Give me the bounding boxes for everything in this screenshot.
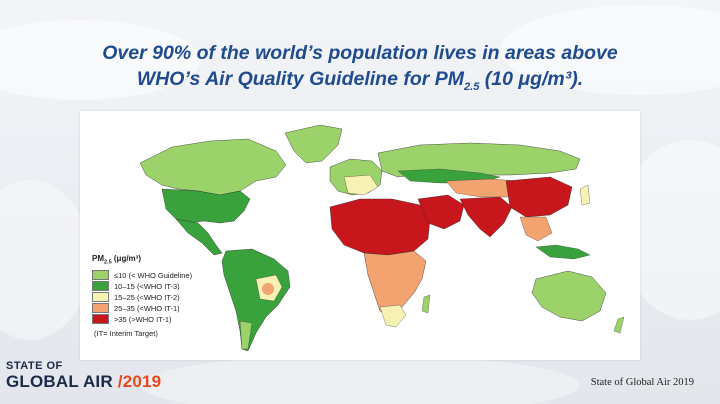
legend-label: 10–15 (<WHO IT-3)	[114, 281, 180, 291]
indonesia-region	[535, 244, 591, 260]
legend-title-subscript: 2.5	[104, 259, 112, 266]
logo-year: 2019	[122, 372, 162, 391]
australia-region	[531, 270, 607, 322]
south-america-region	[221, 248, 291, 352]
headline-line-2-prefix: WHO’s Air Quality Guideline for PM	[136, 68, 465, 90]
china-region	[505, 176, 573, 218]
southeast-asia-region	[519, 216, 553, 242]
usa-region	[161, 188, 251, 224]
legend-label: >35 (>WHO IT-1)	[114, 314, 172, 324]
central-europe-region	[343, 174, 379, 196]
new-zealand-region	[613, 316, 625, 334]
central-america-region	[175, 218, 223, 256]
legend-title: PM2.5 (μg/m³)	[92, 254, 192, 266]
legend-item: 10–15 (<WHO IT-3)	[92, 281, 192, 292]
legend-item: 15–25 (<WHO IT-2)	[92, 292, 192, 303]
legend-swatch	[92, 314, 109, 325]
legend-item: ≤10 (< WHO Guideline)	[92, 270, 192, 281]
legend-item: 25–35 (<WHO IT-1)	[92, 303, 192, 314]
southern-africa-region	[379, 304, 407, 328]
south-asia-region	[459, 196, 513, 238]
central-africa-region	[363, 250, 427, 318]
logo-line-1: STATE OF	[6, 360, 63, 372]
legend-title-prefix: PM	[92, 254, 104, 263]
japan-region	[579, 184, 591, 206]
pm25-world-map-panel: PM2.5 (μg/m³) ≤10 (< WHO Guideline) 10–1…	[80, 111, 640, 360]
logo-slash: /	[117, 372, 123, 391]
logo-line-2: GLOBAL AIR /2019	[6, 372, 161, 391]
south-america-southern-region	[239, 320, 253, 350]
greenland-region	[284, 124, 343, 164]
legend-swatch	[92, 292, 109, 303]
madagascar-region	[421, 294, 431, 314]
north-africa-region	[329, 198, 431, 256]
headline-line-2-suffix: (10 μg/m³).	[479, 68, 584, 90]
world-map	[139, 124, 625, 352]
headline-line-2: WHO’s Air Quality Guideline for PM2.5 (1…	[0, 66, 720, 100]
legend-swatch	[92, 281, 109, 292]
middle-east-region	[417, 194, 465, 230]
state-of-global-air-logo: STATE OF GLOBAL AIR /2019	[6, 360, 161, 392]
source-credit: State of Global Air 2019	[590, 377, 694, 388]
legend-title-unit: (μg/m³)	[111, 254, 141, 263]
legend-item: >35 (>WHO IT-1)	[92, 314, 192, 325]
south-america-fire-spot	[262, 283, 274, 295]
headline: Over 90% of the world’s population lives…	[0, 40, 720, 100]
legend-label: 15–25 (<WHO IT-2)	[114, 292, 180, 302]
headline-line-1: Over 90% of the world’s population lives…	[102, 42, 618, 64]
north-america-north-region	[139, 138, 287, 196]
map-legend: PM2.5 (μg/m³) ≤10 (< WHO Guideline) 10–1…	[92, 254, 192, 338]
legend-label: ≤10 (< WHO Guideline)	[114, 270, 193, 280]
legend-label: 25–35 (<WHO IT-1)	[114, 303, 180, 313]
headline-pm-subscript: 2.5	[464, 80, 480, 93]
legend-swatch	[92, 303, 109, 314]
logo-title: GLOBAL AIR	[6, 372, 113, 391]
legend-note: (IT= Interim Target)	[94, 328, 158, 338]
russia-region	[377, 142, 581, 178]
legend-swatch	[92, 270, 109, 281]
